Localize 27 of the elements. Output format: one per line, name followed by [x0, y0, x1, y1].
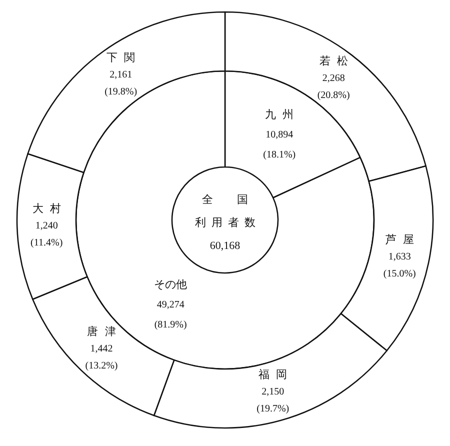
category-label: 福岡 [258, 368, 294, 381]
value-label: 2,150 [262, 386, 284, 398]
category-label: 若松 [319, 55, 354, 68]
value-label: (19.8%) [104, 86, 138, 98]
annotation: 60,168 [210, 240, 240, 252]
value-label: (13.2%) [85, 360, 118, 372]
annotation: 全国 [202, 194, 272, 206]
category-label: 下関 [106, 52, 142, 64]
value-label: 1,240 [35, 220, 58, 232]
value-label: 2,268 [322, 72, 345, 84]
value-label: (81.9%) [154, 320, 187, 331]
category-label: 九州 [265, 108, 300, 121]
category-label: その他 [154, 279, 188, 292]
value-label: (15.0%) [383, 268, 416, 280]
value-label: 1,633 [388, 251, 411, 262]
value-label: 1,442 [90, 343, 113, 354]
category-label: 唐津 [87, 326, 122, 338]
value-label: (18.1%) [263, 149, 296, 160]
value-label: (11.4%) [30, 237, 63, 248]
category-label: 芦屋 [385, 234, 421, 246]
value-label: (19.7%) [256, 403, 290, 414]
annotation: 利用者数 [194, 217, 261, 229]
value-label: 49,274 [156, 300, 184, 311]
category-label: 大村 [32, 202, 68, 215]
value-label: (20.8%) [317, 90, 350, 101]
value-label: 2,161 [110, 70, 132, 81]
value-label: 10,894 [266, 129, 294, 140]
